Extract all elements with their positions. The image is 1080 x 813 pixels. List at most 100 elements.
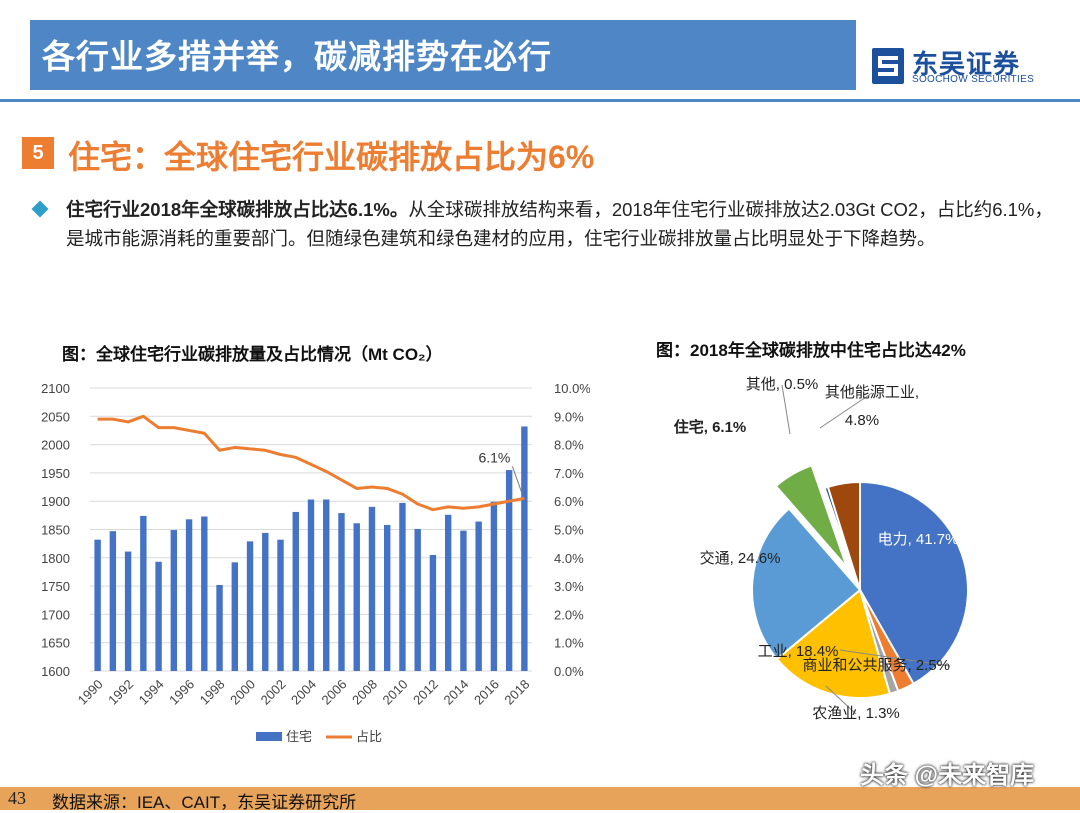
bar-1998 (216, 584, 223, 671)
annotation-label: 6.1% (478, 449, 510, 465)
slice-label: 电力, 41.7% (878, 531, 959, 548)
slice-leader (819, 392, 873, 429)
x-tick-label: 2014 (440, 677, 471, 708)
bar-2016 (490, 501, 498, 671)
y-right-tick-label: 2.0% (554, 607, 584, 622)
section-number-badge: 5 (22, 137, 54, 169)
emissions-combo-chart: 1600 1650 1700 1750 1800 1850 1900 1950 2000 2050… (41, 381, 590, 744)
y-left-tick-label: 1950 (41, 466, 70, 481)
bar-2003 (292, 511, 299, 671)
y-right-tick-label: 8.0% (554, 438, 584, 453)
bar-2005 (323, 499, 330, 671)
slice-label: 其他, 0.5% (746, 376, 819, 393)
bar-1994 (155, 561, 162, 671)
summary-paragraph: 住宅行业2018年全球碳排放占比达6.1%。从全球碳排放结构来看，2018年住宅… (66, 195, 1066, 253)
legend-label: 住宅 (286, 729, 312, 744)
y-right-tick-label: 6.0% (554, 494, 584, 509)
x-tick-label: 2016 (471, 677, 502, 708)
y-left-tick-label: 2000 (41, 438, 70, 453)
slice-label: 交通, 24.6% (700, 549, 781, 567)
bar-1995 (170, 530, 178, 671)
legend-swatch-bar (256, 732, 282, 741)
y-right-tick-label: 4.0% (554, 551, 584, 566)
slice-leader (839, 649, 951, 667)
logo-chinese-name: 东吴证券 (912, 49, 1021, 79)
bar-2012 (429, 554, 437, 671)
bar-1990 (94, 539, 101, 671)
bar-2017 (505, 470, 513, 671)
y-left-tick-label: 1750 (41, 579, 70, 594)
x-tick-label: 2002 (258, 677, 289, 708)
y-left-tick-label: 2050 (41, 409, 70, 424)
bar-2007 (353, 523, 360, 671)
y-right-tick-label: 7.0% (554, 466, 584, 481)
bar-2010 (399, 502, 406, 671)
diamond-bullet-icon (31, 200, 49, 218)
x-tick-label: 1992 (105, 677, 136, 708)
bar-2002 (277, 539, 284, 671)
bar-2018 (521, 426, 528, 671)
y-right-tick-label: 10.0% (554, 381, 590, 396)
x-tick-label: 1994 (136, 677, 167, 708)
share-line (97, 414, 525, 512)
slice-label-name: 其他能源工业, (825, 384, 919, 401)
bar-1997 (201, 516, 208, 671)
page-number: 43 (8, 788, 26, 808)
bar-2000 (246, 541, 254, 671)
y-left-tick-label: 1850 (41, 523, 70, 538)
bar-2013 (444, 514, 452, 671)
slice-label: 商业和公共服务, 2.5% (802, 657, 950, 674)
pie-slice-工业 (775, 588, 892, 699)
y-right-tick-label: 0.0% (554, 664, 584, 679)
pie-slice-住宅 (774, 464, 848, 569)
scs-logo-icon (872, 48, 904, 84)
bar-2001 (262, 532, 269, 671)
y-right-tick-label: 1.0% (554, 636, 584, 651)
left-chart-title: 图：全球住宅行业碳排放量及占比情况（Mt CO₂） (62, 345, 443, 364)
bar-1993 (140, 515, 147, 671)
header-divider (0, 99, 1080, 102)
slice-label: 农渔业, 1.3% (812, 705, 900, 722)
company-logo: 东吴证券 SOOCHOW SECURITIES (872, 44, 1042, 90)
slice-label: 住宅, 6.1% (674, 418, 747, 436)
x-tick-label: 1990 (75, 677, 106, 708)
bar-1999 (231, 562, 238, 671)
x-tick-label: 2006 (319, 677, 350, 708)
logo-english-name: SOOCHOW SECURITIES (912, 74, 1035, 85)
title-bar (30, 20, 856, 90)
section-title: 住宅：全球住宅行业碳排放占比为6% (68, 139, 595, 175)
page-title: 各行业多措并举，碳减排势在必行 (42, 38, 552, 75)
footer-bar (0, 787, 1080, 810)
x-tick-label: 1998 (197, 677, 228, 708)
y-left-tick-label: 1700 (41, 607, 70, 622)
slice-leader (781, 384, 791, 435)
y-right-tick-label: 9.0% (554, 409, 584, 424)
x-tick-label: 2008 (349, 677, 380, 708)
bar-1996 (185, 519, 193, 671)
bar-2008 (368, 506, 376, 671)
annotation-leader (511, 466, 523, 495)
pie-slice-交通 (751, 507, 862, 661)
sector-pie-chart: 电力, 41.7% 商业和公共服务, 2.5% 农渔业, 1.3% 工业, 18.4%… (674, 376, 969, 722)
y-left-tick-label: 1800 (41, 551, 70, 566)
right-chart-title: 图：2018年全球碳排放中住宅占比达42% (656, 341, 966, 360)
bar-2006 (338, 513, 345, 671)
pie-slice-其他能源工业 (826, 480, 861, 591)
slice-leader (825, 685, 857, 715)
y-left-tick-label: 1600 (41, 664, 70, 679)
data-source: 数据来源：IEA、CAIT，东吴证券研究所 (52, 793, 357, 812)
legend-label: 占比 (356, 729, 382, 744)
x-tick-label: 2012 (410, 677, 441, 708)
bar-2015 (475, 521, 482, 671)
y-left-tick-label: 1650 (41, 636, 70, 651)
x-tick-label: 2000 (227, 677, 258, 708)
x-tick-label: 2004 (288, 677, 319, 708)
pie-slice-电力 (859, 480, 969, 686)
x-tick-label: 1996 (166, 677, 197, 708)
slice-label: 工业, 18.4% (758, 643, 839, 660)
x-tick-label: 2010 (380, 677, 411, 708)
bar-2011 (414, 528, 421, 671)
bar-1992 (124, 551, 132, 671)
bar-1991 (109, 531, 117, 671)
y-left-tick-label: 2100 (41, 381, 70, 396)
